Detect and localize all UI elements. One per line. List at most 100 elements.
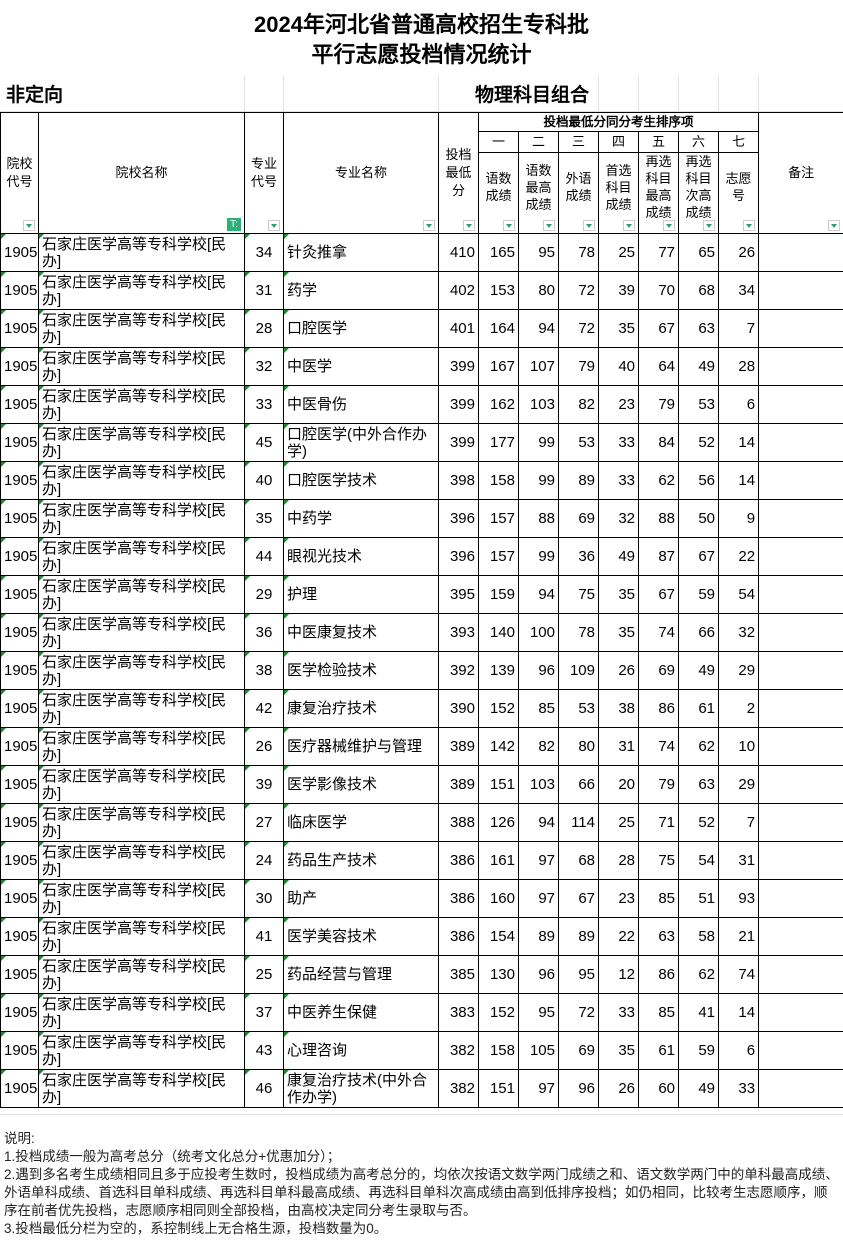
cell-school-name[interactable]: 石家庄医学高等专科学校[民办] [38,575,245,614]
cell-tb-elective-second[interactable]: 58 [678,917,719,956]
cell-tb-yushu[interactable]: 140 [478,613,519,652]
cell-remarks[interactable] [758,233,843,272]
cell-tb-elective-second[interactable]: 50 [678,499,719,538]
cell-min-score[interactable]: 396 [438,499,479,538]
cell-major-code[interactable]: 29 [244,575,284,614]
cell-school-code[interactable]: 1905 [0,347,39,386]
cell-tb-elective-max[interactable]: 75 [638,841,679,880]
cell-tb-foreign[interactable]: 114 [558,803,599,842]
cell-school-name[interactable]: 石家庄医学高等专科学校[民办] [38,233,245,272]
cell-school-code[interactable]: 1905 [0,423,39,462]
cell-tb-elective-max[interactable]: 86 [638,689,679,728]
cell-tb-foreign[interactable]: 72 [558,271,599,310]
cell-tb-yushu-max[interactable]: 85 [518,689,559,728]
cell-tb-elective-max[interactable]: 77 [638,233,679,272]
cell-tb-elective-second[interactable]: 59 [678,1031,719,1070]
cell-tb-elective-max[interactable]: 62 [638,461,679,500]
cell-tb-elective-second[interactable]: 62 [678,955,719,994]
cell-tb-preference-no[interactable]: 32 [717,613,760,652]
cell-min-score[interactable]: 392 [438,651,479,690]
cell-tb-elective-second[interactable]: 52 [678,803,719,842]
cell-tb-preference-no[interactable]: 33 [717,1069,760,1108]
cell-tb-elective-max[interactable]: 86 [638,955,679,994]
cell-tb-yushu[interactable]: 142 [478,727,519,766]
cell-major-name[interactable]: 口腔医学 [283,309,439,348]
cell-min-score[interactable]: 386 [438,879,479,918]
cell-min-score[interactable]: 386 [438,841,479,880]
cell-tb-foreign[interactable]: 96 [558,1069,599,1108]
filter-dropdown-icon[interactable] [663,220,675,231]
cell-school-name[interactable]: 石家庄医学高等专科学校[民办] [38,1069,245,1108]
cell-min-score[interactable]: 395 [438,575,479,614]
cell-tb-preference-no[interactable]: 74 [717,955,760,994]
cell-remarks[interactable] [758,803,843,842]
header-school-code[interactable]: 院校代号 [0,112,39,234]
cell-tb-first-subject[interactable]: 28 [598,841,639,880]
cell-tb-elective-max[interactable]: 64 [638,347,679,386]
cell-tb-foreign[interactable]: 72 [558,309,599,348]
cell-tb-preference-no[interactable]: 10 [717,727,760,766]
cell-tb-foreign[interactable]: 89 [558,917,599,956]
cell-min-score[interactable]: 386 [438,917,479,956]
cell-school-code[interactable]: 1905 [0,233,39,272]
cell-min-score[interactable]: 382 [438,1069,479,1108]
cell-tb-yushu-max[interactable]: 94 [518,575,559,614]
cell-tb-elective-second[interactable]: 49 [678,347,719,386]
cell-major-name[interactable]: 心理咨询 [283,1031,439,1070]
cell-tb-elective-second[interactable]: 61 [678,689,719,728]
header-tiebreak-3[interactable]: 外语成绩 [558,152,599,234]
cell-school-name[interactable]: 石家庄医学高等专科学校[民办] [38,385,245,424]
cell-tb-elective-max[interactable]: 69 [638,651,679,690]
header-tiebreak-7[interactable]: 志愿号 [717,152,760,234]
cell-tb-elective-second[interactable]: 66 [678,613,719,652]
cell-tb-first-subject[interactable]: 23 [598,879,639,918]
active-filter-icon[interactable]: T: [227,218,241,231]
cell-tb-first-subject[interactable]: 23 [598,385,639,424]
cell-major-code[interactable]: 37 [244,993,284,1032]
cell-tb-first-subject[interactable]: 20 [598,765,639,804]
cell-tb-yushu-max[interactable]: 95 [518,993,559,1032]
cell-min-score[interactable]: 396 [438,537,479,576]
cell-tb-foreign[interactable]: 72 [558,993,599,1032]
cell-tb-first-subject[interactable]: 49 [598,537,639,576]
cell-major-code[interactable]: 34 [244,233,284,272]
cell-school-code[interactable]: 1905 [0,689,39,728]
cell-school-name[interactable]: 石家庄医学高等专科学校[民办] [38,803,245,842]
cell-school-name[interactable]: 石家庄医学高等专科学校[民办] [38,423,245,462]
cell-tb-foreign[interactable]: 67 [558,879,599,918]
cell-tb-preference-no[interactable]: 6 [717,1031,760,1070]
cell-major-name[interactable]: 临床医学 [283,803,439,842]
cell-tb-first-subject[interactable]: 31 [598,727,639,766]
cell-major-name[interactable]: 口腔医学(中外合作办学) [283,423,439,462]
cell-tb-yushu-max[interactable]: 99 [518,423,559,462]
cell-tb-elective-second[interactable]: 63 [678,309,719,348]
cell-tb-yushu[interactable]: 130 [478,955,519,994]
cell-remarks[interactable] [758,689,843,728]
cell-tb-first-subject[interactable]: 35 [598,309,639,348]
cell-tb-first-subject[interactable]: 33 [598,461,639,500]
cell-school-code[interactable]: 1905 [0,803,39,842]
cell-major-code[interactable]: 41 [244,917,284,956]
cell-school-name[interactable]: 石家庄医学高等专科学校[民办] [38,1031,245,1070]
cell-tb-yushu[interactable]: 139 [478,651,519,690]
cell-tb-yushu[interactable]: 159 [478,575,519,614]
cell-tb-first-subject[interactable]: 40 [598,347,639,386]
cell-tb-elective-second[interactable]: 62 [678,727,719,766]
cell-tb-preference-no[interactable]: 28 [717,347,760,386]
cell-tb-yushu-max[interactable]: 82 [518,727,559,766]
cell-remarks[interactable] [758,309,843,348]
cell-tb-yushu[interactable]: 153 [478,271,519,310]
cell-major-name[interactable]: 助产 [283,879,439,918]
cell-major-code[interactable]: 31 [244,271,284,310]
cell-tb-yushu[interactable]: 154 [478,917,519,956]
cell-tb-yushu-max[interactable]: 96 [518,651,559,690]
cell-tb-first-subject[interactable]: 33 [598,423,639,462]
cell-school-name[interactable]: 石家庄医学高等专科学校[民办] [38,765,245,804]
cell-tb-elective-max[interactable]: 84 [638,423,679,462]
cell-min-score[interactable]: 402 [438,271,479,310]
cell-school-name[interactable]: 石家庄医学高等专科学校[民办] [38,347,245,386]
cell-major-name[interactable]: 医疗器械维护与管理 [283,727,439,766]
cell-tb-elective-second[interactable]: 67 [678,537,719,576]
cell-tb-yushu-max[interactable]: 100 [518,613,559,652]
cell-major-name[interactable]: 中医学 [283,347,439,386]
